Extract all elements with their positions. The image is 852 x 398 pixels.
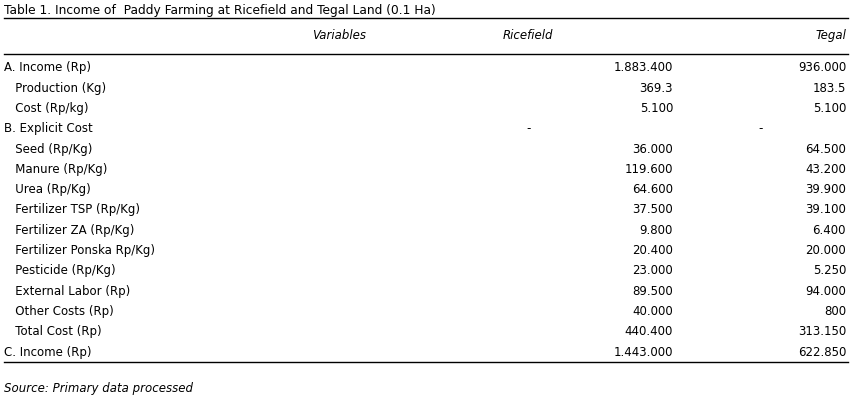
Text: 89.500: 89.500 bbox=[632, 285, 673, 298]
Text: Total Cost (Rp): Total Cost (Rp) bbox=[4, 325, 102, 338]
Text: Fertilizer ZA (Rp/Kg): Fertilizer ZA (Rp/Kg) bbox=[4, 224, 135, 237]
Text: -: - bbox=[758, 122, 763, 135]
Text: Ricefield: Ricefield bbox=[503, 29, 554, 42]
Text: 800: 800 bbox=[824, 305, 846, 318]
Text: Fertilizer TSP (Rp/Kg): Fertilizer TSP (Rp/Kg) bbox=[4, 203, 141, 217]
Text: External Labor (Rp): External Labor (Rp) bbox=[4, 285, 130, 298]
Text: 119.600: 119.600 bbox=[625, 163, 673, 176]
Text: Urea (Rp/Kg): Urea (Rp/Kg) bbox=[4, 183, 91, 196]
Text: 40.000: 40.000 bbox=[632, 305, 673, 318]
Text: 622.850: 622.850 bbox=[797, 345, 846, 359]
Text: B. Explicit Cost: B. Explicit Cost bbox=[4, 122, 93, 135]
Text: Variables: Variables bbox=[312, 29, 366, 42]
Text: Other Costs (Rp): Other Costs (Rp) bbox=[4, 305, 114, 318]
Text: 37.500: 37.500 bbox=[632, 203, 673, 217]
Text: Manure (Rp/Kg): Manure (Rp/Kg) bbox=[4, 163, 107, 176]
Text: Pesticide (Rp/Kg): Pesticide (Rp/Kg) bbox=[4, 264, 116, 277]
Text: 20.000: 20.000 bbox=[805, 244, 846, 257]
Text: Table 1. Income of  Paddy Farming at Ricefield and Tegal Land (0.1 Ha): Table 1. Income of Paddy Farming at Rice… bbox=[4, 4, 436, 17]
Text: 94.000: 94.000 bbox=[805, 285, 846, 298]
Text: 36.000: 36.000 bbox=[632, 142, 673, 156]
Text: -: - bbox=[526, 122, 531, 135]
Text: 183.5: 183.5 bbox=[813, 82, 846, 95]
Text: Fertilizer Ponska Rp/Kg): Fertilizer Ponska Rp/Kg) bbox=[4, 244, 155, 257]
Text: 440.400: 440.400 bbox=[625, 325, 673, 338]
Text: 43.200: 43.200 bbox=[805, 163, 846, 176]
Text: Tegal: Tegal bbox=[815, 29, 846, 42]
Text: Cost (Rp/kg): Cost (Rp/kg) bbox=[4, 102, 89, 115]
Text: Seed (Rp/Kg): Seed (Rp/Kg) bbox=[4, 142, 93, 156]
Text: 1.443.000: 1.443.000 bbox=[613, 345, 673, 359]
Text: 20.400: 20.400 bbox=[632, 244, 673, 257]
Text: 313.150: 313.150 bbox=[797, 325, 846, 338]
Text: 64.500: 64.500 bbox=[805, 142, 846, 156]
Text: 64.600: 64.600 bbox=[632, 183, 673, 196]
Text: A. Income (Rp): A. Income (Rp) bbox=[4, 61, 91, 74]
Text: 9.800: 9.800 bbox=[640, 224, 673, 237]
Text: 5.100: 5.100 bbox=[640, 102, 673, 115]
Text: 39.100: 39.100 bbox=[805, 203, 846, 217]
Text: C. Income (Rp): C. Income (Rp) bbox=[4, 345, 92, 359]
Text: 23.000: 23.000 bbox=[632, 264, 673, 277]
Text: Source: Primary data processed: Source: Primary data processed bbox=[4, 382, 193, 394]
Text: 369.3: 369.3 bbox=[640, 82, 673, 95]
Text: 936.000: 936.000 bbox=[797, 61, 846, 74]
Text: 5.250: 5.250 bbox=[813, 264, 846, 277]
Text: 6.400: 6.400 bbox=[813, 224, 846, 237]
Text: Production (Kg): Production (Kg) bbox=[4, 82, 106, 95]
Text: 1.883.400: 1.883.400 bbox=[613, 61, 673, 74]
Text: 39.900: 39.900 bbox=[805, 183, 846, 196]
Text: 5.100: 5.100 bbox=[813, 102, 846, 115]
